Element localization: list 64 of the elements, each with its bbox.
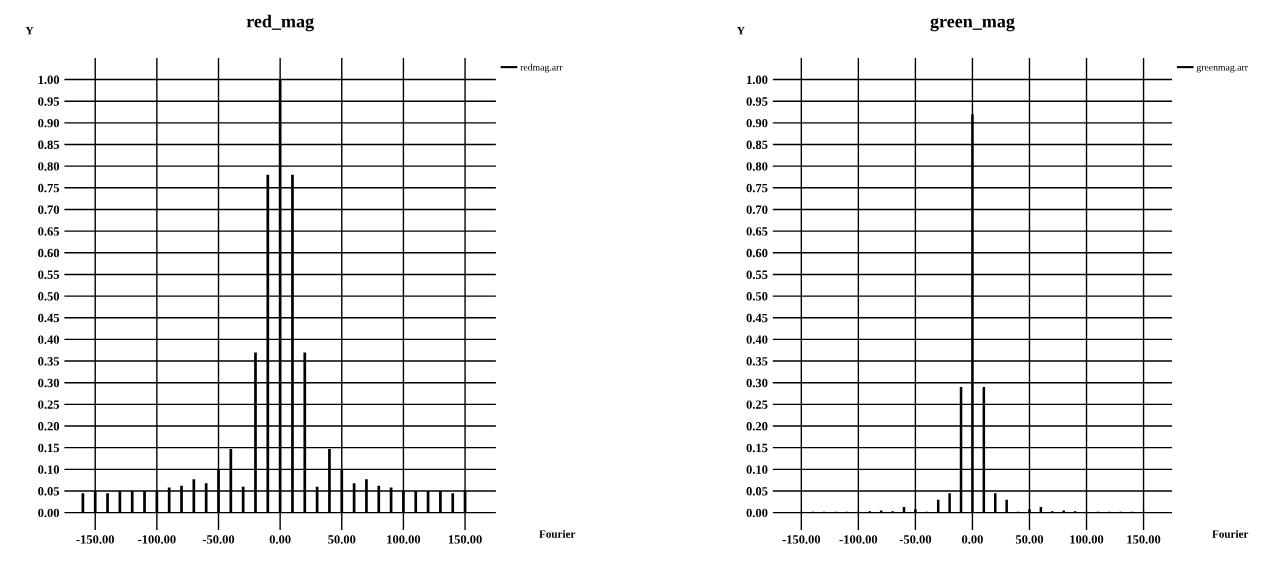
- y-tick-label: 0.85: [38, 140, 60, 150]
- y-tick-label: 1.00: [747, 75, 768, 85]
- legend-label: redmag.arr: [520, 63, 563, 73]
- x-tick-label: -100.00: [138, 535, 176, 544]
- y-tick-label: 0.90: [38, 118, 60, 128]
- y-tick-label: 0.75: [38, 183, 60, 193]
- x-axis-title: Fourier: [539, 529, 576, 538]
- y-tick-label: 0.25: [38, 400, 60, 409]
- y-tick-label: 0.70: [746, 205, 768, 214]
- x-tick-label: 50.00: [328, 535, 356, 544]
- legend-label: greenmag.arr: [1196, 65, 1248, 73]
- y-tick-label: 0.80: [746, 162, 768, 171]
- x-tick-label: -50.00: [202, 535, 235, 544]
- y-tick-label: 0.05: [746, 487, 768, 496]
- y-tick-label: 0.50: [746, 292, 768, 301]
- chart-title: green_mag: [930, 18, 1015, 32]
- y-tick-label: 0.40: [746, 335, 768, 344]
- x-tick-label: 0.00: [269, 535, 291, 544]
- y-tick-label: 0.45: [38, 313, 60, 323]
- y-tick-label: 0.30: [38, 378, 60, 388]
- y-tick-label: 0.10: [746, 465, 768, 474]
- y-tick-label: 0.60: [38, 248, 60, 258]
- y-tick-label: 0.90: [746, 118, 768, 128]
- x-axis-title: Fourier: [1212, 529, 1249, 538]
- y-tick-label: 0.00: [746, 508, 768, 518]
- y-tick-label: 0.95: [746, 97, 768, 106]
- x-tick-label: 150.00: [448, 535, 482, 544]
- y-axis-title: Y: [737, 27, 745, 35]
- x-tick-label: -50.00: [899, 535, 932, 544]
- y-tick-label: 0.80: [38, 162, 60, 171]
- y-tick-label: 0.55: [746, 270, 768, 279]
- x-tick-label: -100.00: [839, 535, 878, 544]
- y-tick-label: 0.85: [746, 140, 768, 150]
- y-axis-title: Y: [25, 27, 34, 35]
- y-tick-label: 0.50: [38, 292, 60, 301]
- y-tick-label: 0.10: [38, 465, 60, 474]
- chart-title: red_mag: [246, 14, 314, 32]
- y-tick-label: 0.15: [38, 443, 60, 453]
- y-tick-label: 0.25: [746, 400, 768, 409]
- x-tick-label: 0.00: [961, 535, 983, 544]
- y-tick-label: 1.00: [38, 75, 60, 85]
- y-tick-label: 0.95: [38, 97, 60, 106]
- x-tick-label: -150.00: [782, 535, 821, 544]
- y-tick-label: 0.15: [746, 443, 768, 453]
- x-tick-label: 150.00: [1127, 535, 1161, 544]
- x-tick-label: 100.00: [1070, 535, 1104, 544]
- y-tick-label: 0.60: [746, 248, 768, 258]
- y-tick-label: 0.35: [746, 357, 768, 366]
- y-tick-label: 0.00: [38, 508, 60, 518]
- y-tick-label: 0.20: [38, 422, 60, 431]
- x-tick-label: 100.00: [387, 535, 421, 544]
- y-tick-label: 0.30: [746, 378, 768, 388]
- y-tick-label: 0.65: [746, 227, 768, 236]
- y-tick-label: 0.20: [746, 422, 768, 431]
- y-tick-label: 0.70: [38, 205, 60, 214]
- y-tick-label: 0.75: [746, 183, 768, 193]
- y-tick-label: 0.45: [746, 313, 768, 323]
- y-tick-label: 0.35: [38, 357, 60, 366]
- y-tick-label: 0.55: [38, 270, 60, 279]
- y-tick-label: 0.65: [38, 227, 60, 236]
- x-tick-label: -150.00: [76, 535, 115, 544]
- y-tick-label: 0.40: [38, 335, 60, 344]
- y-tick-label: 0.05: [38, 487, 60, 496]
- x-tick-label: 50.00: [1015, 535, 1044, 544]
